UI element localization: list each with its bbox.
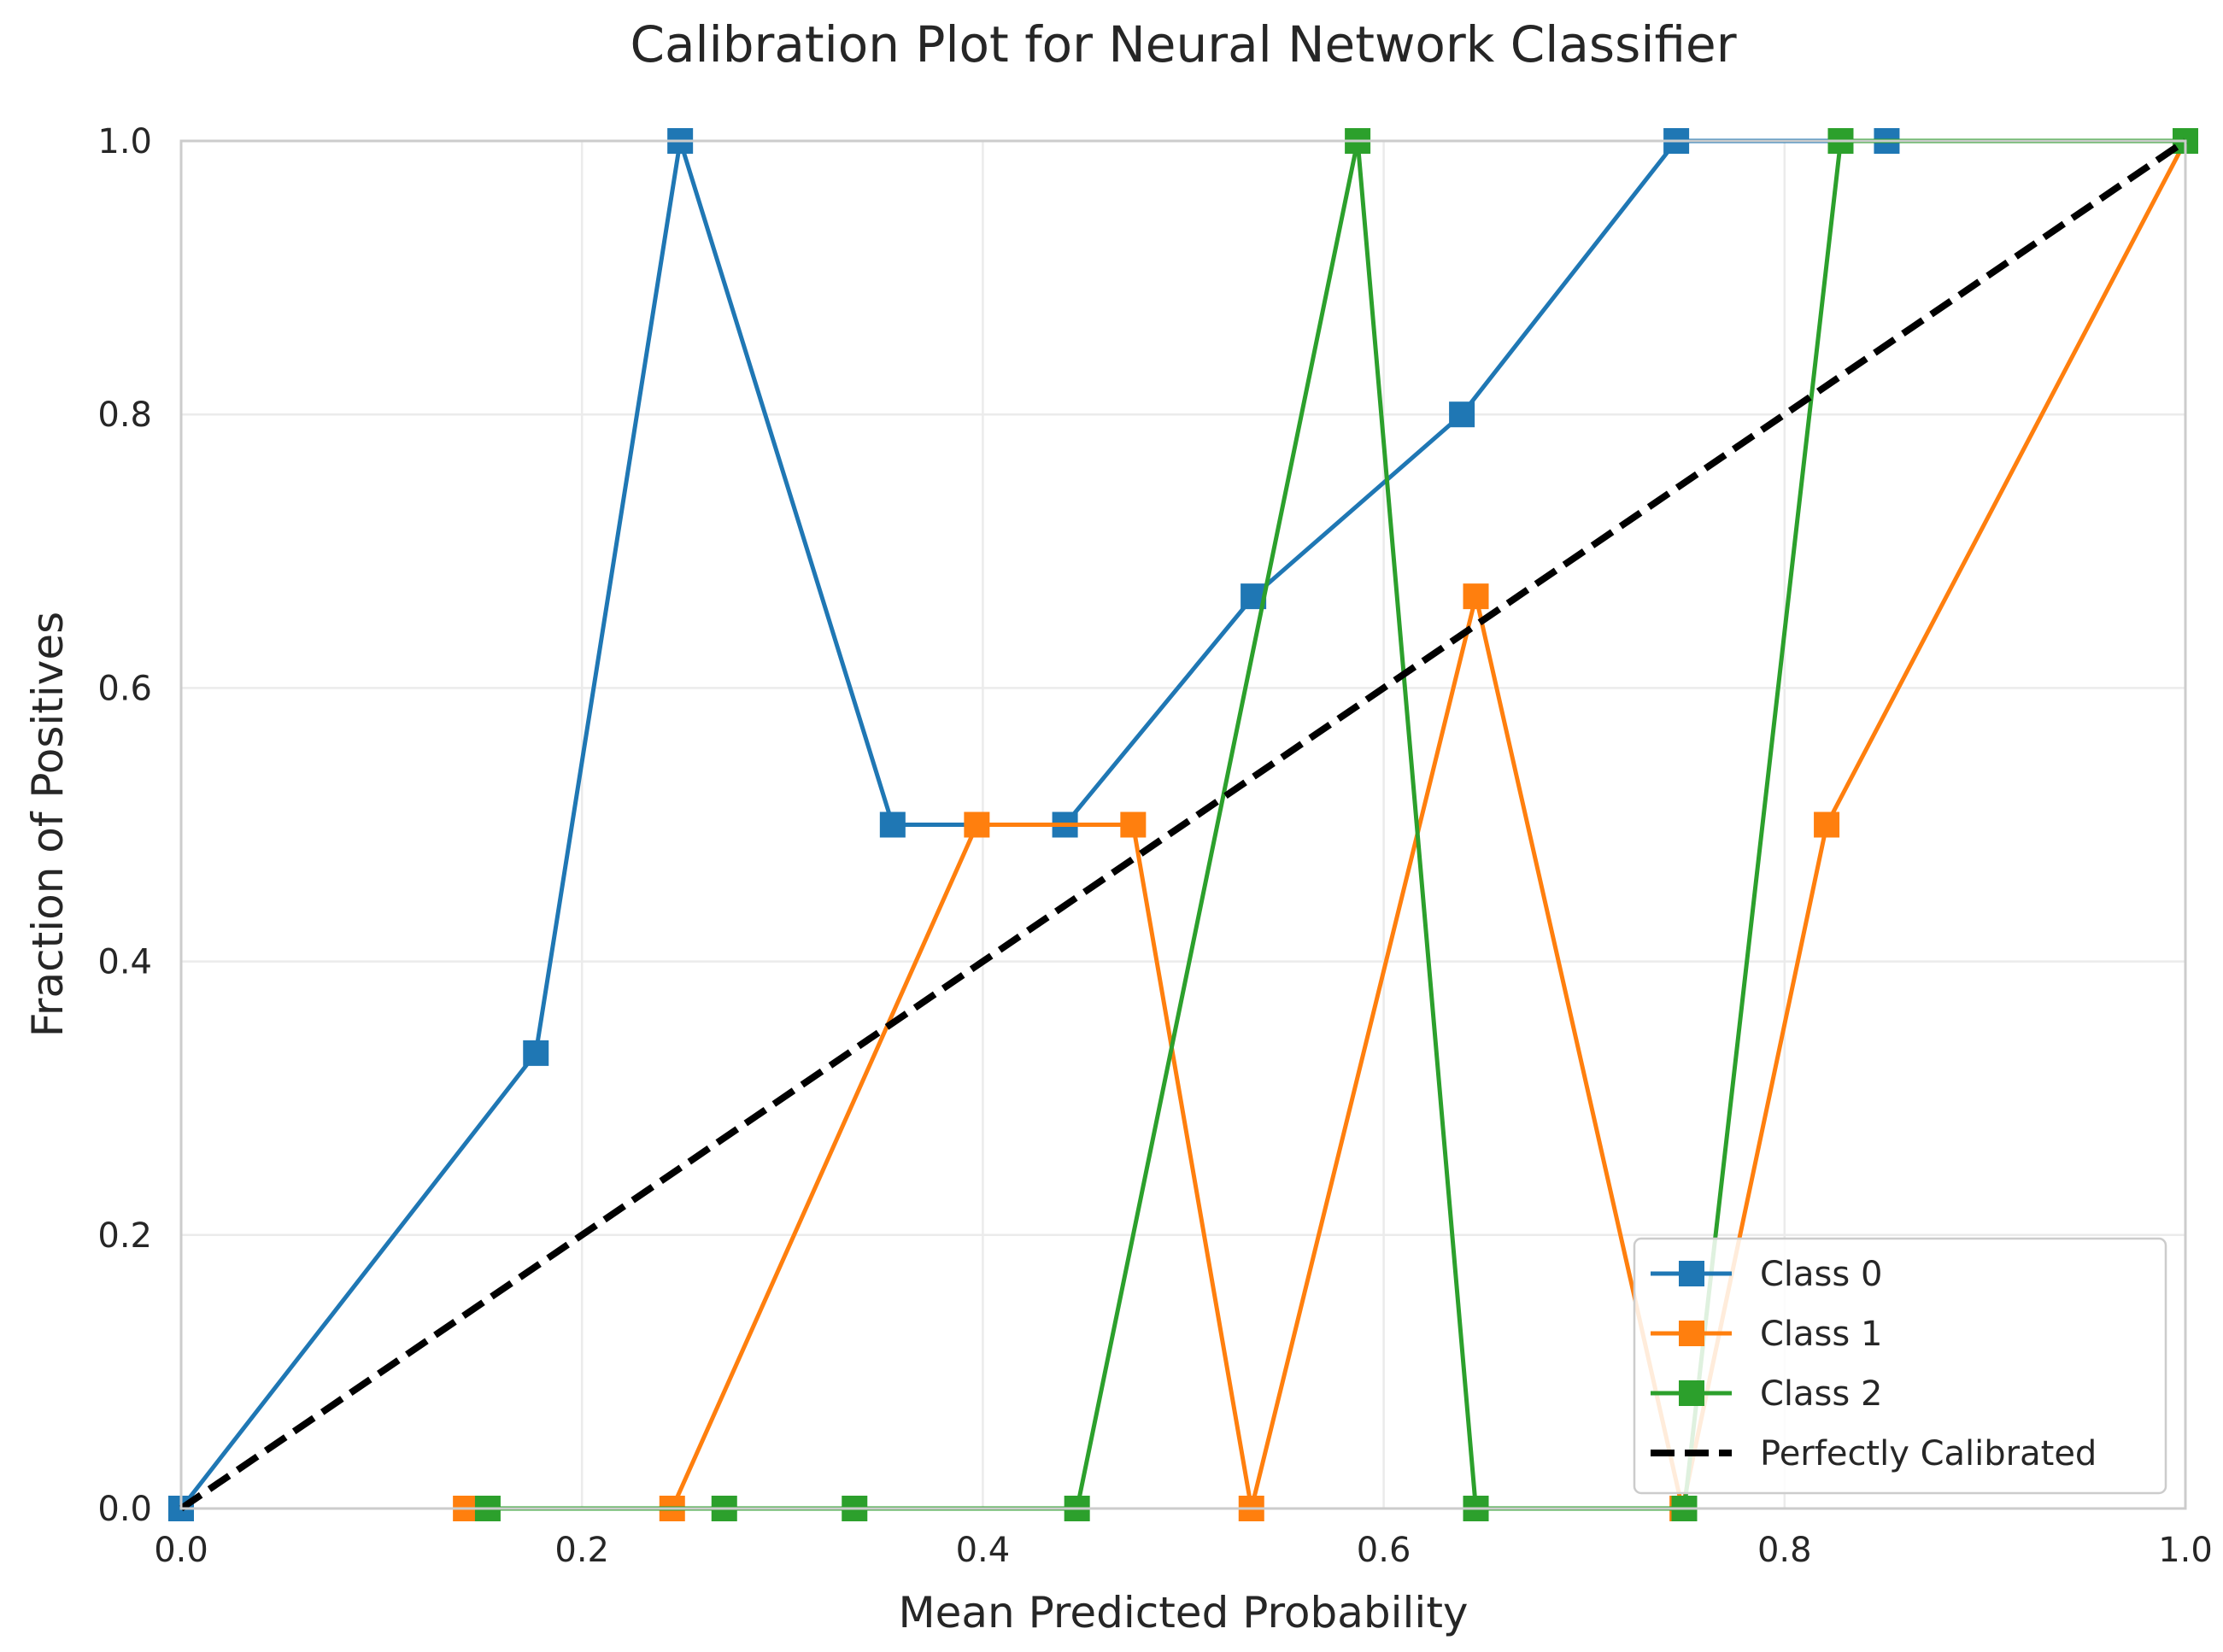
legend-item: Class 0 (1651, 1255, 1882, 1294)
data-point (1449, 401, 1475, 428)
legend-item: Class 2 (1651, 1374, 1882, 1414)
legend-marker (1679, 1380, 1704, 1406)
legend-item: Perfectly Calibrated (1651, 1434, 2097, 1473)
x-tick-label: 1.0 (2158, 1531, 2213, 1570)
x-tick-label: 0.6 (1357, 1531, 1411, 1570)
x-tick-label: 0.4 (956, 1531, 1011, 1570)
legend-label: Class 0 (1760, 1255, 1882, 1294)
y-tick-label: 1.0 (97, 122, 152, 161)
legend-label: Class 1 (1760, 1315, 1882, 1354)
y-axis-label: Fraction of Positives (23, 612, 73, 1037)
y-tick-label: 0.4 (97, 943, 152, 982)
x-tick-label: 0.8 (1757, 1531, 1812, 1570)
data-point (1814, 811, 1840, 838)
y-tick-label: 0.0 (97, 1490, 152, 1529)
legend: Class 0 Class 1 Class 2 Perfectly Calibrate… (1633, 1237, 2167, 1495)
data-point (523, 1040, 549, 1066)
y-tick-label: 0.2 (97, 1216, 152, 1256)
legend-marker (1679, 1321, 1704, 1346)
series-perfectly-calibrated (179, 138, 2188, 1512)
legend-box (1633, 1237, 2167, 1495)
legend-label: Class 2 (1760, 1374, 1882, 1414)
y-tick-label: 0.6 (97, 669, 152, 708)
data-point (964, 811, 990, 838)
x-tick-label: 0.2 (554, 1531, 609, 1570)
data-point (1120, 811, 1147, 838)
chart-title: Calibration Plot for Neural Network Clas… (630, 15, 1736, 73)
axes-frame (179, 139, 2187, 1510)
x-axis-label: Mean Predicted Probability (898, 1588, 1468, 1637)
legend-marker (1679, 1261, 1704, 1286)
data-point (1463, 583, 1489, 610)
data-point (879, 811, 906, 838)
x-tick-label: 0.0 (154, 1531, 208, 1570)
series-line (179, 138, 2188, 1512)
plot-border (179, 139, 2187, 1510)
legend-label: Perfectly Calibrated (1760, 1434, 2097, 1473)
y-tick-label: 0.8 (97, 395, 152, 435)
tick-labels: 0.0 0.2 0.4 0.6 0.8 1.0 0.0 0.2 0.4 0.6 0.8 1.0 (97, 122, 2212, 1570)
legend-item: Class 1 (1651, 1315, 1882, 1354)
